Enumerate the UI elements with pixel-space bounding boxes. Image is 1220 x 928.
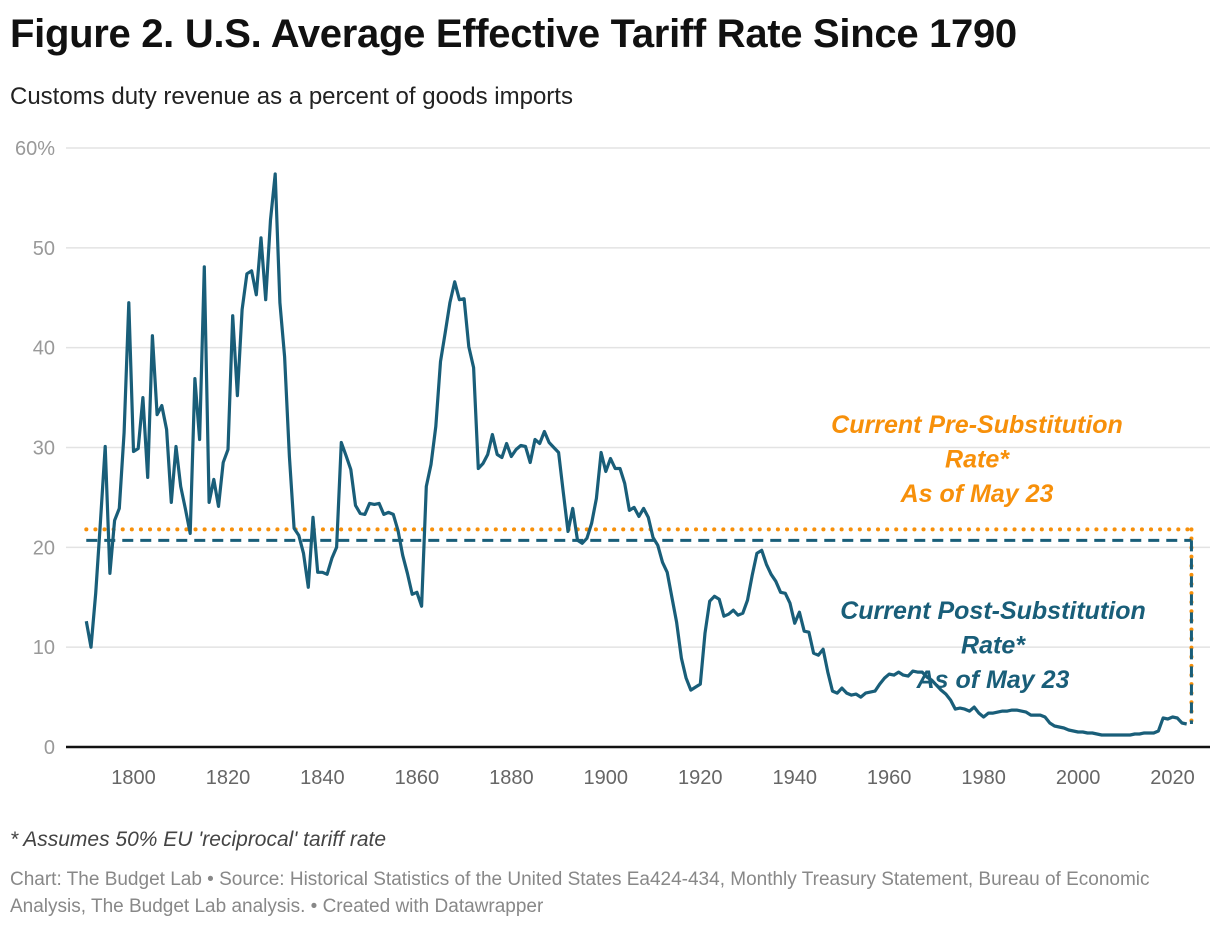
annotation-pre-line: Rate* (945, 446, 1010, 474)
annotation-pre-line: As of May 23 (900, 480, 1054, 508)
annotations: Current Pre-Substitution Rate* As of May 2… (831, 411, 1146, 694)
annotation-post-line: As of May 23 (916, 666, 1070, 694)
x-axis-labels: 1800 1820 1840 1860 1880 1900 1920 1940 1960 1980… (111, 767, 1195, 789)
annotation-post-line: Rate* (961, 632, 1026, 660)
footnote: * Assumes 50% EU 'reciprocal' tariff rat… (10, 828, 387, 851)
y-tick-label: 50 (33, 238, 55, 260)
x-tick-label: 1880 (489, 767, 534, 789)
y-tick-label: 0 (44, 737, 55, 759)
y-tick-label: 20 (33, 537, 55, 559)
y-tick-label: 30 (33, 438, 55, 460)
x-tick-label: 2020 (1150, 767, 1195, 789)
y-tick-label: 60% (15, 138, 55, 160)
x-tick-label: 1960 (867, 767, 912, 789)
chart-subtitle: Customs duty revenue as a percent of goo… (10, 83, 573, 110)
y-tick-label: 40 (33, 338, 55, 360)
y-axis-labels: 0 10 20 30 40 50 60% (15, 138, 55, 759)
annotation-pre-line: Current Pre-Substitution (831, 411, 1123, 439)
x-tick-label: 1900 (584, 767, 629, 789)
gridlines (66, 147, 1210, 648)
x-tick-label: 1940 (772, 767, 817, 789)
x-tick-label: 1840 (300, 767, 345, 789)
chart-title: Figure 2. U.S. Average Effective Tariff … (10, 12, 1017, 56)
x-tick-label: 1860 (395, 767, 440, 789)
x-tick-label: 1920 (678, 767, 723, 789)
x-tick-label: 1800 (111, 767, 156, 789)
series-line-tariff-rate (84, 172, 1188, 737)
y-tick-label: 10 (33, 637, 55, 659)
reference-lines (84, 527, 1194, 727)
x-tick-label: 1980 (961, 767, 1006, 789)
x-tick-label: 2000 (1056, 767, 1101, 789)
source-note: Chart: The Budget Lab • Source: Historic… (10, 869, 1150, 917)
annotation-post-line: Current Post-Substitution (840, 597, 1146, 625)
x-tick-label: 1820 (206, 767, 251, 789)
